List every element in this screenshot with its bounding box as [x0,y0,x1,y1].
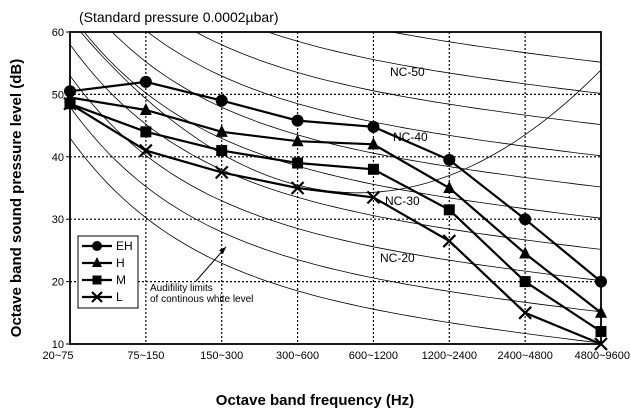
nc-curve [195,32,601,125]
x-tick-label: 20~75 [43,350,74,362]
nc-curve-group [70,32,601,344]
point-h [291,134,304,147]
point-l [290,181,305,195]
nc-curve [147,32,601,157]
point-m [443,204,455,216]
point-eh [519,213,532,226]
nc-curve [111,32,601,188]
legend-label: H [116,256,125,270]
point-eh [139,75,152,88]
point-h [519,246,532,259]
point-l [63,96,77,111]
nc-curve [266,32,601,94]
x-tick-label: 2400~4800 [497,350,552,362]
series-line-h [69,96,602,314]
nc-label: NC-50 [390,65,425,79]
x-tick-label: 4800~9600 [575,350,630,362]
point-h [595,305,607,318]
point-l [366,190,381,205]
legend-label: L [116,290,123,304]
nc-label: NC-40 [393,130,428,144]
point-l [594,337,608,351]
point-l [214,165,229,180]
point-h [367,137,380,150]
nc-label: NC-30 [385,194,420,208]
legend-marker [92,241,102,251]
nc-curve [70,44,601,250]
x-tick-label: 150~300 [200,350,243,362]
point-m [292,157,304,169]
y-tick-label: 30 [52,214,64,226]
y-tick-label: 20 [52,277,64,289]
legend-label: M [116,273,126,287]
plot-area: NC-50 NC-40 NC-30 NC-20 Audifility limitsof … [43,27,630,362]
point-h [215,124,228,137]
chart-title: (Standard pressure 0.0002µbar) [79,9,279,25]
annotation-arrowhead [219,247,226,254]
point-m [595,326,607,338]
x-tick-label: 1200~2400 [422,350,477,362]
legend-marker [92,257,102,267]
nc-curve [83,32,601,219]
series-line-eh [69,80,602,283]
y-tick-label: 40 [52,152,64,164]
point-h [443,181,456,193]
legend-label: EH [116,239,133,253]
point-l [518,306,532,320]
point-eh [443,153,456,166]
point-eh [595,275,607,288]
point-h [139,103,152,115]
y-tick-label: 10 [52,339,64,351]
nc-label: NC-20 [380,251,415,265]
legend-marker [91,291,103,303]
nc-curve [390,32,601,63]
point-m [140,126,152,138]
point-eh [367,120,380,133]
point-m [367,163,379,175]
point-m [519,276,531,288]
point-l [442,234,457,248]
x-tick-label: 75~150 [127,350,164,362]
nc-curve [70,137,601,344]
y-tick-label: 60 [52,27,64,39]
y-axis-label: Octave band sound pressure level (dB) [8,59,25,337]
plot-frame [69,31,602,345]
x-tick-label: 600~1200 [349,350,398,362]
point-eh [291,114,304,127]
point-l [139,143,153,158]
annotation-text: Audifility limits [150,283,213,294]
legend-marker [92,275,102,285]
x-axis-label: Octave band frequency (Hz) [216,392,414,409]
point-eh [215,94,228,107]
series-line-m [69,102,602,333]
annotation-text: of continous white level [150,294,253,305]
series-line-l [69,102,602,346]
y-tick-label: 50 [52,89,64,101]
point-m [216,145,228,157]
annotation-arrow [195,246,227,282]
x-tick-label: 300~600 [276,350,319,362]
